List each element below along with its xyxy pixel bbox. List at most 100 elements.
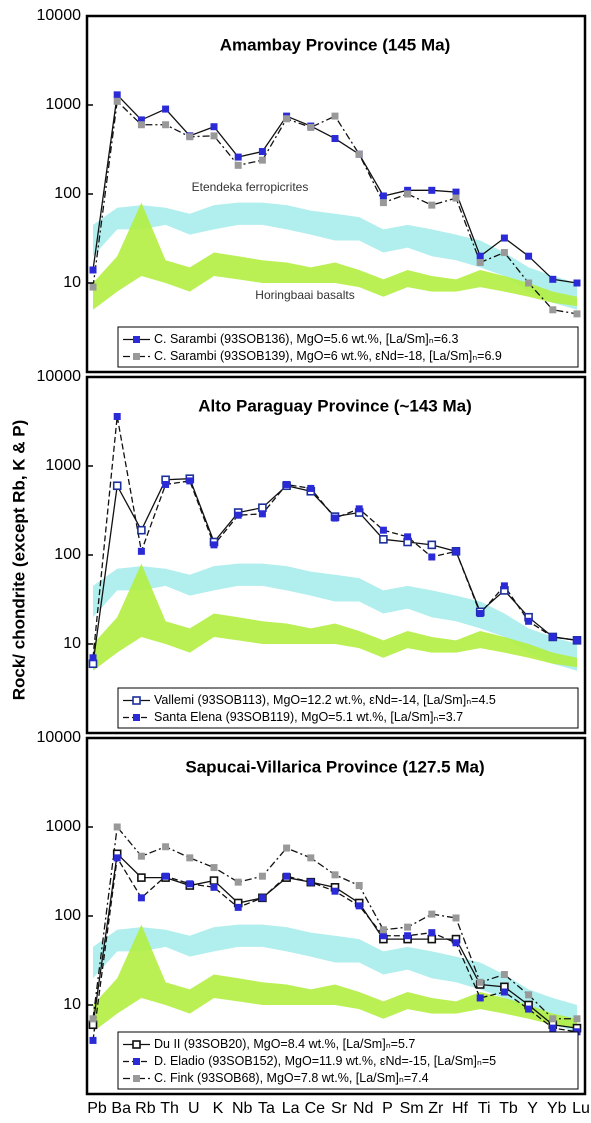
legend-label: C. Sarambi (93SOB136), MgO=5.6 wt.%, [La… <box>154 332 458 346</box>
legend-box <box>117 326 579 368</box>
marker <box>427 540 437 550</box>
legend-label: C. Fink (93SOB68), MgO=7.8 wt.%, [La/Sm]… <box>154 1071 429 1085</box>
marker <box>500 249 508 257</box>
band <box>93 563 577 671</box>
marker <box>331 887 339 895</box>
marker <box>331 871 339 879</box>
x-tick-label: Ba <box>111 1100 131 1117</box>
marker <box>307 484 315 492</box>
panel-title: Sapucai-Villarica Province (127.5 Ma) <box>185 757 484 776</box>
marker <box>283 872 291 880</box>
marker <box>549 1024 557 1032</box>
marker <box>331 135 339 143</box>
legend-marker <box>133 714 140 721</box>
legend-marker <box>133 336 140 343</box>
marker <box>137 121 145 129</box>
legend-marker <box>133 1075 140 1082</box>
marker <box>404 186 412 194</box>
y-tick-label: 10000 <box>37 729 82 746</box>
marker <box>307 123 315 131</box>
y-tick-label: 10 <box>63 635 81 652</box>
marker <box>404 932 412 940</box>
panel-frame <box>85 14 587 374</box>
marker <box>89 1015 97 1023</box>
marker <box>331 112 339 120</box>
marker <box>162 105 170 113</box>
x-tick-label: Rb <box>135 1100 156 1117</box>
x-tick-label: Sm <box>400 1100 424 1117</box>
legend-marker <box>132 696 141 705</box>
y-tick-label: 100 <box>54 546 81 563</box>
legend-marker <box>133 353 140 360</box>
marker <box>573 310 581 318</box>
marker <box>452 188 460 196</box>
legend-marker <box>132 1040 141 1049</box>
band <box>93 924 577 1032</box>
marker <box>283 844 291 852</box>
x-tick-label: Ta <box>258 1100 275 1117</box>
x-tick-label: Th <box>160 1100 179 1117</box>
x-tick-label: Pb <box>87 1100 107 1117</box>
marker <box>186 133 194 141</box>
marker <box>186 854 194 862</box>
marker <box>137 525 146 535</box>
marker <box>573 636 581 644</box>
marker <box>404 923 412 931</box>
band <box>93 202 577 310</box>
marker <box>186 880 194 888</box>
band <box>93 924 577 1032</box>
band-label: Etendeka ferropicrites <box>192 180 309 194</box>
x-tick-label: Y <box>527 1100 538 1117</box>
y-tick-label: 10 <box>63 996 81 1013</box>
marker <box>113 97 121 105</box>
marker <box>500 988 508 996</box>
legend-box <box>117 687 579 729</box>
marker <box>476 978 484 986</box>
marker <box>428 929 436 937</box>
marker <box>113 412 121 420</box>
y-tick-label: 10000 <box>37 7 82 24</box>
legend-label: D. Eladio (93SOB152), MgO=11.9 wt.%, εNd… <box>154 1054 496 1068</box>
legend-box <box>117 1031 579 1090</box>
marker <box>476 994 484 1002</box>
marker <box>258 503 267 512</box>
marker <box>234 878 242 886</box>
marker <box>307 854 315 862</box>
plot-area <box>88 823 582 1044</box>
marker <box>404 533 412 541</box>
marker <box>89 283 97 291</box>
panel-frame <box>85 375 587 735</box>
marker <box>162 872 170 880</box>
marker <box>452 547 460 555</box>
plot-area <box>89 91 581 318</box>
marker <box>258 148 266 156</box>
x-tick-label: U <box>188 1100 200 1117</box>
x-tick-label: P <box>382 1100 393 1117</box>
marker <box>258 894 266 902</box>
marker <box>113 854 121 862</box>
marker <box>525 617 533 625</box>
y-tick-label: 1000 <box>45 96 81 113</box>
marker <box>113 91 121 99</box>
legend-label: Du II (93SOB20), MgO=8.4 wt.%, [La/Sm]ₙ=… <box>154 1037 415 1051</box>
marker <box>452 914 460 922</box>
marker <box>113 823 121 831</box>
legend-label: Vallemi (93SOB113), MgO=12.2 wt.%, εNd=-… <box>154 693 496 707</box>
marker <box>162 843 170 851</box>
marker <box>573 279 581 287</box>
y-tick-label: 100 <box>54 907 81 924</box>
marker <box>428 553 436 561</box>
marker <box>210 864 218 872</box>
marker <box>549 1015 557 1023</box>
marker <box>428 910 436 918</box>
marker <box>549 306 557 314</box>
marker <box>162 480 170 488</box>
marker <box>234 153 242 161</box>
marker <box>234 903 242 911</box>
marker <box>452 194 460 202</box>
x-tick-label: Yb <box>547 1100 567 1117</box>
x-tick-label: K <box>213 1100 224 1117</box>
y-tick-label: 10000 <box>37 368 82 385</box>
marker <box>234 161 242 169</box>
marker <box>525 991 533 999</box>
